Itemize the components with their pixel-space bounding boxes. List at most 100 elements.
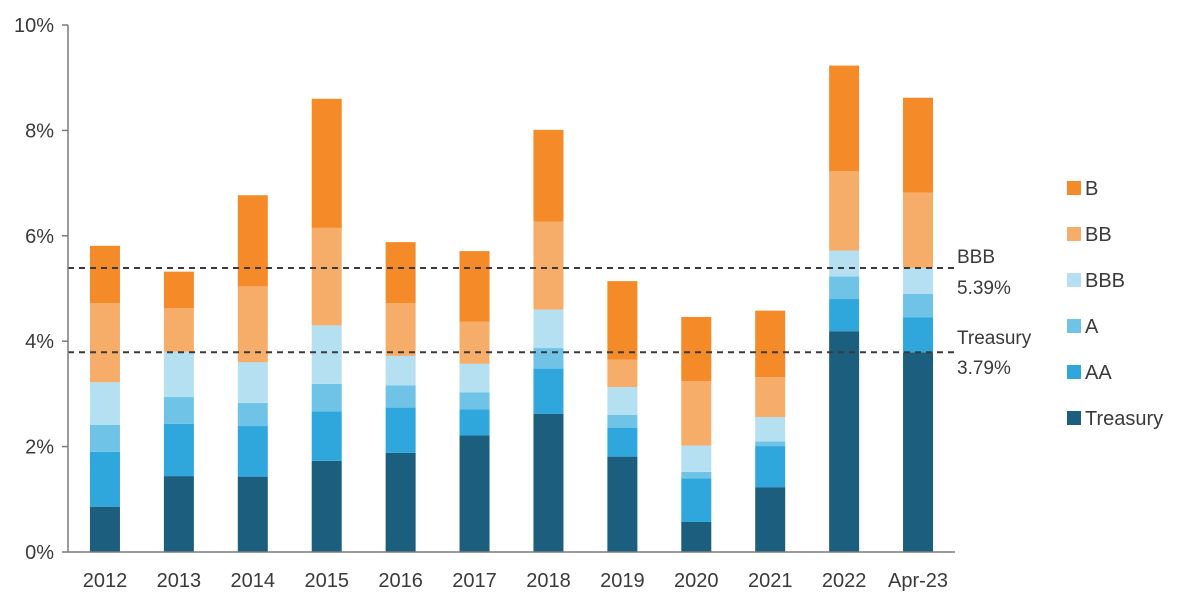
bar-segment-treasury-2012 — [89, 506, 120, 552]
bar-segment-b-2020 — [681, 316, 712, 382]
bar-segment-aa-2014 — [237, 426, 268, 477]
legend-label-a: A — [1085, 316, 1099, 338]
bars-layer — [89, 65, 934, 552]
bar-segment-b-2015 — [311, 98, 342, 228]
x-tick-label: 2019 — [600, 570, 645, 592]
bar-segment-bbb-2017 — [459, 363, 490, 393]
legend-swatch-b — [1067, 181, 1081, 195]
bar-segment-treasury-2018 — [533, 413, 564, 552]
bar-segment-aa-2019 — [607, 427, 638, 457]
bar-segment-bb-2012 — [89, 303, 120, 383]
bar-segment-b-2014 — [237, 195, 268, 287]
reference-label-treasury: Treasury — [957, 328, 1032, 349]
bar-segment-treasury-apr-23 — [903, 352, 934, 552]
bar-segment-treasury-2014 — [237, 476, 268, 552]
x-tick-label: 2022 — [822, 570, 867, 592]
bar-segment-bb-2014 — [237, 286, 268, 363]
bar-segment-a-apr-23 — [903, 293, 934, 318]
legend-swatch-treasury — [1067, 411, 1081, 425]
bar-segment-b-2022 — [829, 65, 860, 171]
bar-segment-aa-2017 — [459, 409, 490, 436]
bar-segment-bb-2021 — [755, 377, 786, 418]
bar-segment-aa-apr-23 — [903, 317, 934, 353]
bar-segment-aa-2016 — [385, 407, 416, 453]
y-tick-label: 10% — [14, 15, 54, 37]
bar-segment-a-2014 — [237, 402, 268, 427]
legend-label-bbb: BBB — [1085, 270, 1125, 292]
bar-segment-a-2013 — [163, 397, 194, 424]
bar-segment-bbb-2014 — [237, 362, 268, 403]
reference-value-bbb: 5.39% — [957, 278, 1011, 299]
bar-segment-bbb-2013 — [163, 351, 194, 398]
x-tick-label: 2014 — [231, 570, 276, 592]
bar-segment-bbb-2019 — [607, 387, 638, 415]
x-tick-label: 2021 — [748, 570, 793, 592]
bar-segment-aa-2012 — [89, 451, 120, 507]
bar-segment-bb-2019 — [607, 359, 638, 388]
bar-segment-bbb-2016 — [385, 355, 416, 386]
y-tick-label: 4% — [25, 331, 54, 353]
legend-label-b: B — [1085, 178, 1098, 200]
bar-segment-bb-2016 — [385, 303, 416, 356]
bar-segment-b-2019 — [607, 281, 638, 360]
x-tick-label: Apr-23 — [888, 570, 948, 592]
bar-segment-a-2018 — [533, 348, 564, 369]
bar-segment-aa-2020 — [681, 478, 712, 522]
bar-segment-treasury-2015 — [311, 460, 342, 552]
bar-segment-aa-2022 — [829, 299, 860, 332]
x-tick-label: 2017 — [452, 570, 497, 592]
bar-segment-bb-2018 — [533, 221, 564, 310]
reference-line-labels: BBB 5.39% Treasury 3.79% — [957, 247, 1032, 379]
reference-value-treasury: 3.79% — [957, 358, 1011, 379]
x-tick-label: 2018 — [526, 570, 571, 592]
x-axis: 2012 2013 2014 2015 2016 2017 2018 2019 2020 2021… — [68, 551, 955, 592]
bar-segment-b-2017 — [459, 251, 490, 322]
bar-segment-bbb-2022 — [829, 250, 860, 277]
bar-segment-treasury-2019 — [607, 456, 638, 552]
bar-segment-treasury-2020 — [681, 521, 712, 552]
bar-segment-a-2021 — [755, 441, 786, 447]
bar-segment-a-2022 — [829, 276, 860, 300]
bar-segment-bb-2013 — [163, 308, 194, 352]
bar-segment-bbb-2018 — [533, 309, 564, 349]
legend-swatch-aa — [1067, 365, 1081, 379]
x-tick-label: 2015 — [304, 570, 349, 592]
bar-segment-bb-2022 — [829, 170, 860, 251]
bar-segment-bbb-2012 — [89, 382, 120, 425]
x-tick-label: 2012 — [83, 570, 128, 592]
bar-segment-aa-2013 — [163, 423, 194, 477]
legend-swatch-bbb — [1067, 273, 1081, 287]
reference-lines-layer — [68, 266, 955, 354]
y-tick-label: 0% — [25, 542, 54, 564]
y-tick-label: 2% — [25, 437, 54, 459]
bar-segment-bbb-2015 — [311, 325, 342, 384]
legend-swatch-a — [1067, 319, 1081, 333]
legend-label-bb: BB — [1085, 224, 1112, 246]
bar-segment-treasury-2021 — [755, 487, 786, 552]
bar-segment-a-2016 — [385, 385, 416, 408]
bar-segment-treasury-2017 — [459, 435, 490, 552]
bar-segment-b-2018 — [533, 129, 564, 222]
bar-segment-bbb-apr-23 — [903, 267, 934, 294]
legend-label-treasury: Treasury — [1085, 408, 1163, 430]
bar-segment-a-2017 — [459, 392, 490, 410]
bar-segment-aa-2021 — [755, 446, 786, 488]
bar-segment-bb-apr-23 — [903, 192, 934, 268]
bar-segment-b-2016 — [385, 242, 416, 304]
bar-segment-b-2021 — [755, 310, 786, 378]
legend-label-aa: AA — [1085, 362, 1112, 384]
bar-segment-b-2013 — [163, 271, 194, 308]
x-tick-label: 2020 — [674, 570, 719, 592]
bar-segment-a-2012 — [89, 424, 120, 452]
bar-segment-a-2019 — [607, 414, 638, 428]
bar-segment-bb-2020 — [681, 381, 712, 446]
bar-segment-treasury-2022 — [829, 331, 860, 552]
bar-segment-a-2015 — [311, 383, 342, 412]
bar-segment-aa-2015 — [311, 411, 342, 461]
x-tick-label: 2016 — [378, 570, 423, 592]
bar-segment-bb-2017 — [459, 321, 490, 364]
bar-segment-treasury-2013 — [163, 476, 194, 552]
bar-segment-a-2020 — [681, 471, 712, 479]
bar-segment-bbb-2021 — [755, 417, 786, 442]
